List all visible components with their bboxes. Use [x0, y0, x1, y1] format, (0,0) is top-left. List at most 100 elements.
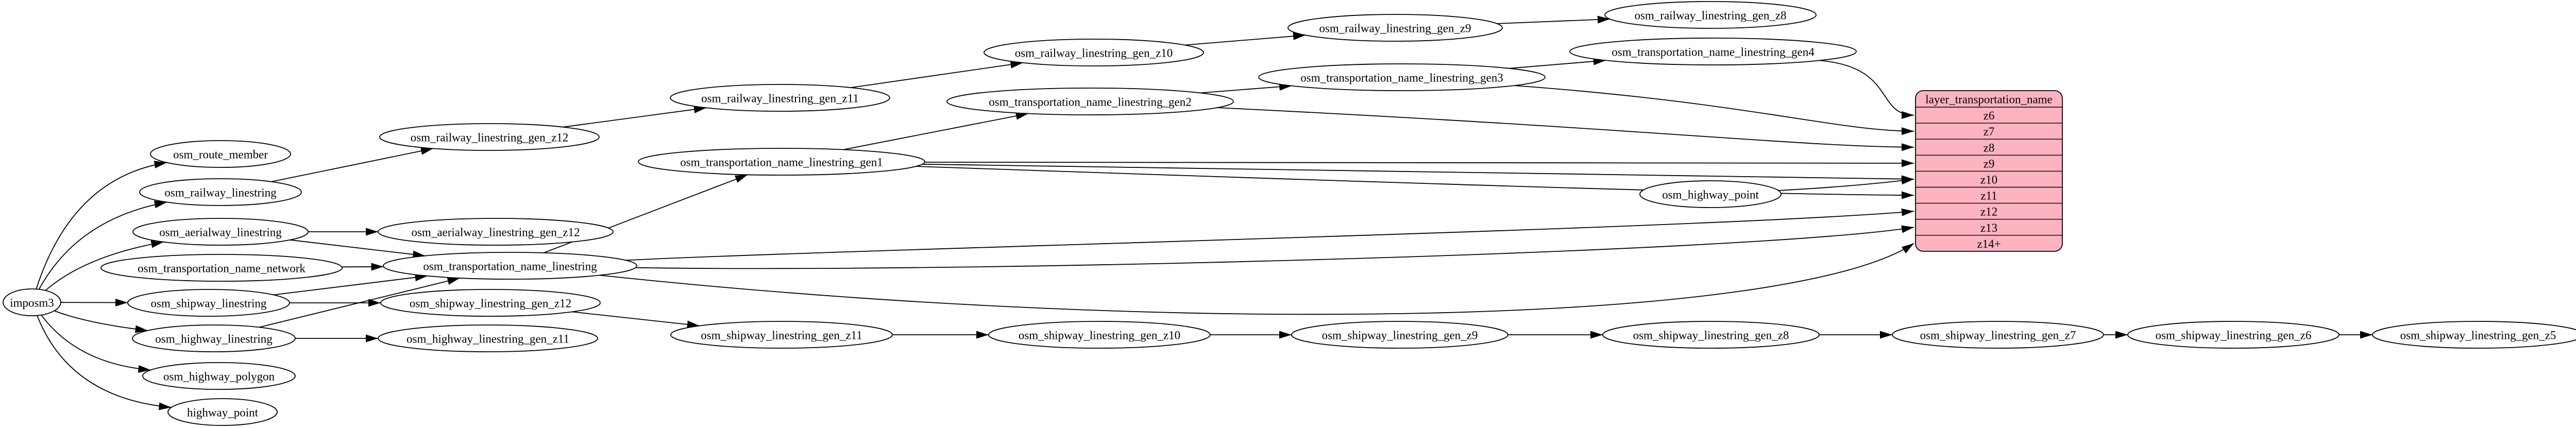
- edge-osm_transportation_name_linestring-to-z14+: [599, 243, 1914, 315]
- table-node-label: osm_aerialway_linestring_gen_z12: [411, 226, 580, 239]
- table-node-label: osm_transportation_name_linestring_gen3: [1300, 72, 1503, 84]
- table-node-ellipse: [1604, 1, 1817, 29]
- table-node-label: osm_railway_linestring: [164, 186, 277, 199]
- edge-imposm3-to-osm_aerialway_linestring: [45, 240, 164, 291]
- table-node-label: osm_shipway_linestring_gen_z6: [2156, 329, 2312, 342]
- table-node-osm_railway_linestring_gen_z11: osm_railway_linestring_gen_z11: [670, 84, 890, 112]
- table-node-label: osm_highway_linestring: [155, 333, 273, 346]
- edge-osm_railway_linestring_gen_z12-to-osm_railway_linestring_gen_z11: [563, 106, 707, 128]
- record-row-z9: z9: [1984, 157, 1995, 170]
- table-node-osm_shipway_linestring_gen_z7: osm_shipway_linestring_gen_z7: [1892, 321, 2104, 349]
- edge-osm_railway_linestring_gen_z9-to-osm_railway_linestring_gen_z8: [1497, 15, 1610, 24]
- table-node-ellipse: [150, 140, 291, 168]
- table-node-ellipse: [638, 148, 925, 176]
- table-node-osm_shipway_linestring_gen_z5: osm_shipway_linestring_gen_z5: [2372, 321, 2576, 349]
- table-node-label: osm_shipway_linestring_gen_z11: [701, 329, 862, 342]
- table-node-ellipse: [379, 123, 600, 151]
- edge-osm_transportation_name_linestring_gen3-to-z7: [1514, 85, 1914, 135]
- table-node-label: osm_transportation_name_linestring_gen4: [1612, 46, 1815, 59]
- table-node-osm_highway_polygon: osm_highway_polygon: [142, 362, 296, 390]
- table-node-osm_transportation_name_linestring_gen1: osm_transportation_name_linestring_gen1: [638, 148, 925, 176]
- table-node-label: osm_railway_linestring_gen_z12: [411, 131, 569, 144]
- table-node-label: osm_transportation_name_linestring_gen1: [680, 156, 883, 169]
- table-node-label: osm_railway_linestring_gen_z10: [1015, 47, 1173, 60]
- table-node-ellipse: [139, 178, 302, 206]
- table-node-label: osm_transportation_name_linestring: [423, 260, 597, 273]
- table-node-label: osm_highway_point: [1662, 189, 1759, 201]
- table-node-label: osm_railway_linestring_gen_z8: [1634, 9, 1786, 22]
- table-node-osm_railway_linestring_gen_z9: osm_railway_linestring_gen_z9: [1287, 14, 1503, 42]
- table-node-osm_highway_linestring_gen_z11: osm_highway_linestring_gen_z11: [378, 324, 598, 352]
- table-node-ellipse: [1287, 14, 1503, 42]
- nodes-layer: imposm3 osm_route_member osm_railway_lines…: [3, 1, 2576, 426]
- table-node-osm_aerialway_linestring: osm_aerialway_linestring: [132, 218, 309, 246]
- edge-osm_transportation_name_linestring-to-z12: [625, 208, 1914, 261]
- table-node-label: osm_transportation_name_network: [138, 262, 306, 275]
- table-node-ellipse: [1892, 321, 2104, 349]
- table-node-osm_highway_linestring: osm_highway_linestring: [132, 324, 296, 352]
- edge-imposm3-to-osm_highway_linestring: [54, 310, 148, 333]
- table-node-ellipse: [1258, 63, 1546, 91]
- edge-osm_transportation_name_linestring_gen1-to-z9: [924, 159, 1914, 167]
- table-node-ellipse: [670, 84, 890, 112]
- table-node-label: osm_railway_linestring_gen_z9: [1319, 22, 1471, 35]
- table-node-osm_railway_linestring: osm_railway_linestring: [139, 178, 302, 206]
- edge-osm_railway_linestring-to-osm_railway_linestring_gen_z12: [271, 147, 434, 182]
- table-node-osm_railway_linestring_gen_z10: osm_railway_linestring_gen_z10: [984, 39, 1204, 66]
- table-node-ellipse: [380, 289, 601, 317]
- table-node-ellipse: [383, 252, 637, 280]
- table-node-ellipse: [988, 321, 1211, 349]
- table-node-ellipse: [2372, 321, 2576, 349]
- table-node-osm_transportation_name_linestring_gen3: osm_transportation_name_linestring_gen3: [1258, 63, 1546, 91]
- table-node-ellipse: [167, 398, 278, 426]
- edge-osm_aerialway_linestring-to-osm_transportation_name_linestring: [290, 239, 426, 259]
- table-node-label: osm_aerialway_linestring: [159, 226, 282, 239]
- table-node-ellipse: [3, 288, 61, 316]
- table-node-osm_shipway_linestring_gen_z8: osm_shipway_linestring_gen_z8: [1602, 321, 1820, 349]
- table-node-label: osm_highway_linestring_gen_z11: [406, 333, 569, 346]
- table-node-label: highway_point: [187, 406, 259, 419]
- record-layer: layer_transportation_name z6 z7 z8 z9 z10 z11 z…: [1915, 90, 2063, 252]
- layer-record-title: layer_transportation_name: [1925, 93, 2053, 106]
- table-node-label: osm_shipway_linestring_gen_z10: [1019, 329, 1180, 342]
- edge-osm_transportation_name_linestring_gen4-to-z6: [1819, 60, 1914, 119]
- table-node-ellipse: [984, 39, 1204, 66]
- table-node-osm_shipway_linestring_gen_z6: osm_shipway_linestring_gen_z6: [2127, 321, 2340, 349]
- record-row-z14plus: z14+: [1977, 237, 2001, 250]
- table-node-ellipse: [100, 254, 343, 282]
- table-node-ellipse: [378, 324, 598, 352]
- edge-osm_transportation_name_linestring_gen2-to-z8: [1217, 107, 1914, 151]
- table-node-ellipse: [378, 218, 614, 246]
- edge-osm_highway_point-to-z10: [1778, 177, 1914, 191]
- table-node-osm_shipway_linestring_gen_z10: osm_shipway_linestring_gen_z10: [988, 321, 1211, 349]
- edge-imposm3-to-osm_railway_linestring: [38, 200, 167, 290]
- table-node-label: osm_shipway_linestring_gen_z9: [1322, 329, 1478, 342]
- edge-osm_transportation_name_linestring_gen1-to-osm_transportation_name_linestring_gen2: [843, 112, 1029, 150]
- record-row-z13: z13: [1980, 221, 1997, 234]
- record-row-z11: z11: [1980, 190, 1997, 202]
- record-row-z8: z8: [1984, 141, 1995, 154]
- table-node-label: osm_route_member: [173, 148, 268, 161]
- table-node-osm_shipway_linestring_gen_z12: osm_shipway_linestring_gen_z12: [380, 289, 601, 317]
- table-node-ellipse: [127, 289, 290, 317]
- edge-imposm3-to-highway_point: [37, 315, 172, 410]
- table-node-osm_railway_linestring_gen_z12: osm_railway_linestring_gen_z12: [379, 123, 600, 151]
- table-node-osm_transportation_name_linestring_gen4: osm_transportation_name_linestring_gen4: [1569, 38, 1857, 65]
- table-node-ellipse: [132, 218, 309, 246]
- table-node-label: imposm3: [10, 297, 54, 310]
- table-node-label: osm_shipway_linestring: [151, 297, 267, 310]
- table-node-osm_transportation_name_linestring_gen2: osm_transportation_name_linestring_gen2: [946, 88, 1234, 115]
- table-node-label: osm_transportation_name_linestring_gen2: [989, 96, 1191, 109]
- table-node-ellipse: [1291, 321, 1509, 349]
- table-node-ellipse: [670, 321, 893, 349]
- table-node-ellipse: [946, 88, 1234, 115]
- record-row-z10: z10: [1980, 173, 1997, 186]
- edge-osm_railway_linestring_gen_z10-to-osm_railway_linestring_gen_z9: [1184, 32, 1306, 46]
- table-node-osm_transportation_name_linestring: osm_transportation_name_linestring: [383, 252, 637, 280]
- table-node-label: osm_shipway_linestring_gen_z12: [410, 297, 571, 310]
- table-node-ellipse: [1602, 321, 1820, 349]
- edge-osm_shipway_linestring_gen_z12-to-osm_shipway_linestring_gen_z11: [572, 311, 700, 329]
- edge-osm_shipway_linestring-to-osm_transportation_name_linestring: [273, 273, 428, 296]
